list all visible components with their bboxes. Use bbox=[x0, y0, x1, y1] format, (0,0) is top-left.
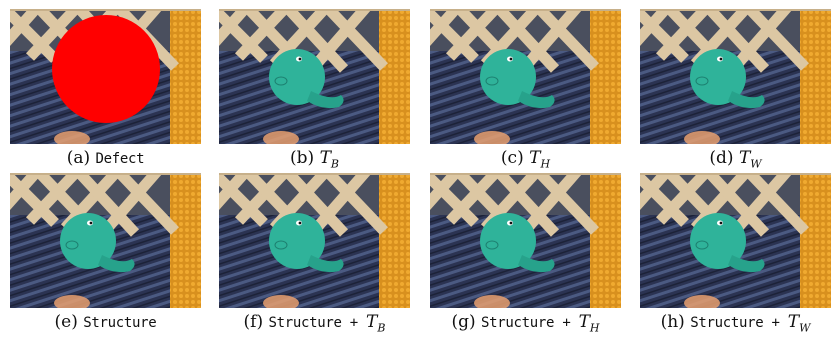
caption-subscript: W bbox=[799, 321, 811, 335]
caption-math: T bbox=[319, 148, 331, 168]
caption-math: T bbox=[787, 312, 800, 332]
scene-image bbox=[640, 173, 831, 308]
panel-image bbox=[430, 9, 621, 144]
caption-text: Structure + bbox=[690, 315, 788, 331]
scene-image bbox=[430, 9, 621, 144]
panel-image bbox=[640, 173, 831, 308]
caption-math: T bbox=[578, 312, 590, 332]
caption-label: (h) bbox=[660, 312, 685, 332]
caption-subscript: B bbox=[377, 321, 386, 335]
caption-label: (g) bbox=[451, 312, 476, 332]
caption-text: Structure + bbox=[481, 315, 579, 331]
caption-math: T bbox=[529, 148, 541, 168]
caption-subscript: H bbox=[589, 321, 600, 335]
panel-caption: (e) Structure bbox=[0, 312, 215, 338]
scene-image bbox=[10, 9, 201, 144]
panel-caption: (f) Structure + TB bbox=[205, 312, 424, 338]
caption-text: Defect bbox=[95, 151, 145, 167]
caption-label: (a) bbox=[66, 148, 91, 168]
panel-caption: (c) TH bbox=[416, 148, 635, 174]
caption-subscript: H bbox=[540, 157, 551, 171]
panel-image bbox=[10, 9, 201, 144]
panel-caption: (g) Structure + TH bbox=[416, 312, 635, 338]
scene-image bbox=[219, 173, 410, 308]
caption-math: T bbox=[738, 148, 751, 168]
caption-subscript: B bbox=[330, 157, 339, 171]
caption-label: (d) bbox=[709, 148, 734, 168]
panel-image bbox=[219, 9, 410, 144]
panel-caption: (b) TB bbox=[205, 148, 424, 174]
caption-label: (e) bbox=[54, 312, 78, 332]
caption-math: T bbox=[366, 312, 378, 332]
caption-label: (b) bbox=[290, 148, 315, 168]
scene-image bbox=[219, 9, 410, 144]
caption-subscript: W bbox=[750, 157, 762, 171]
panel-image bbox=[640, 9, 831, 144]
caption-text: Structure + bbox=[268, 315, 367, 331]
caption-label: (f) bbox=[243, 312, 264, 332]
scene-image bbox=[10, 173, 201, 308]
scene-image bbox=[640, 9, 831, 144]
panel-image bbox=[219, 173, 410, 308]
caption-label: (c) bbox=[500, 148, 524, 168]
panel-caption: (h) Structure + TW bbox=[626, 312, 831, 338]
panel-image bbox=[430, 173, 621, 308]
panel-image bbox=[10, 173, 201, 308]
panel-caption: (d) TW bbox=[626, 148, 831, 174]
panel-caption: (a) Defect bbox=[0, 148, 215, 174]
caption-text: Structure bbox=[83, 315, 157, 331]
scene-image bbox=[430, 173, 621, 308]
